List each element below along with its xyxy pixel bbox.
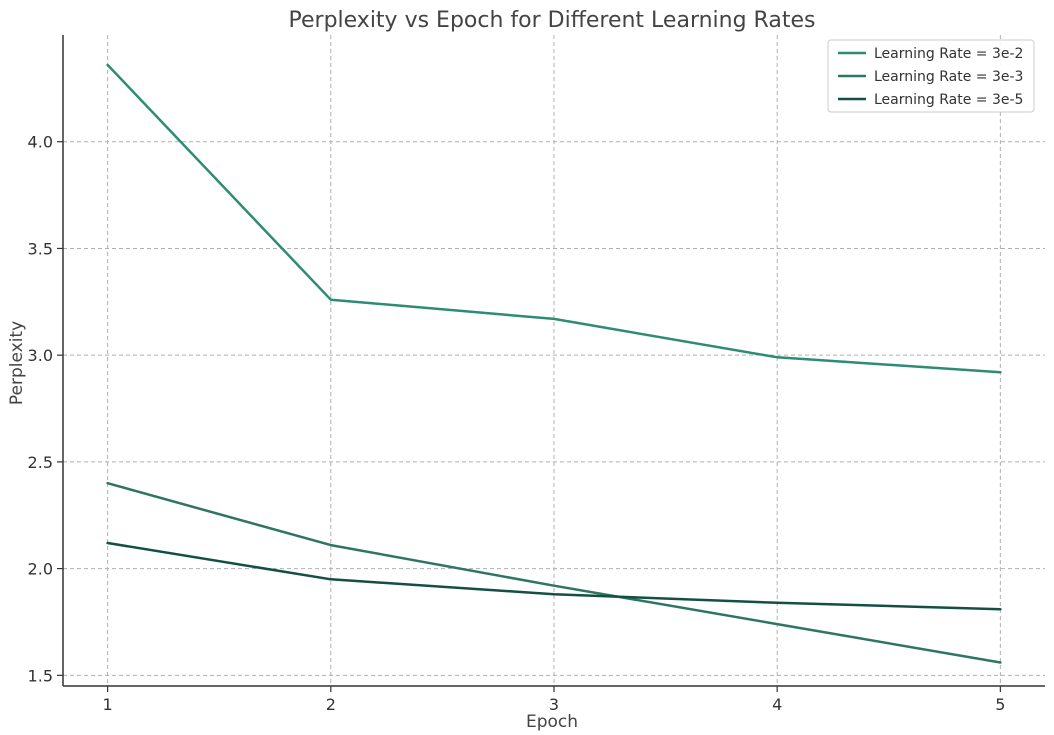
x-tick-label: 3 [549,695,559,714]
y-tick-label: 1.5 [28,666,53,685]
legend-entry-3e-3: Learning Rate = 3e-3 [874,69,1023,85]
x-tick-label: 2 [326,695,336,714]
series-line-0 [106,63,1002,374]
x-tick-label: 1 [103,695,113,714]
y-axis-label: Perplexity [7,321,27,405]
y-tick-label: 3.0 [28,346,53,365]
legend-entry-3e-5: Learning Rate = 3e-5 [874,92,1023,108]
chart-title: Perplexity vs Epoch for Different Learni… [289,8,816,33]
x-tick-label: 4 [772,695,782,714]
legend-frame [827,39,1035,113]
legend-entry-3e-2: Learning Rate = 3e-2 [874,46,1023,62]
y-tick-label: 2.0 [28,560,53,579]
y-tick-label: 2.5 [28,453,53,472]
series-lines [106,63,1002,664]
grid [63,35,1045,686]
legend: Learning Rate = 3e-2 Learning Rate = 3e-… [827,39,1035,113]
y-tick-label: 4.0 [28,133,53,152]
series-line-2 [106,541,1002,611]
axes [57,35,1045,692]
series-line-1 [106,481,1002,664]
x-tick-label: 5 [995,695,1005,714]
tick-labels: 1 2 3 4 5 1.5 2.0 2.5 3.0 3.5 4.0 [28,133,1006,714]
y-tick-label: 3.5 [28,239,53,258]
x-axis-label: Epoch [526,712,578,732]
